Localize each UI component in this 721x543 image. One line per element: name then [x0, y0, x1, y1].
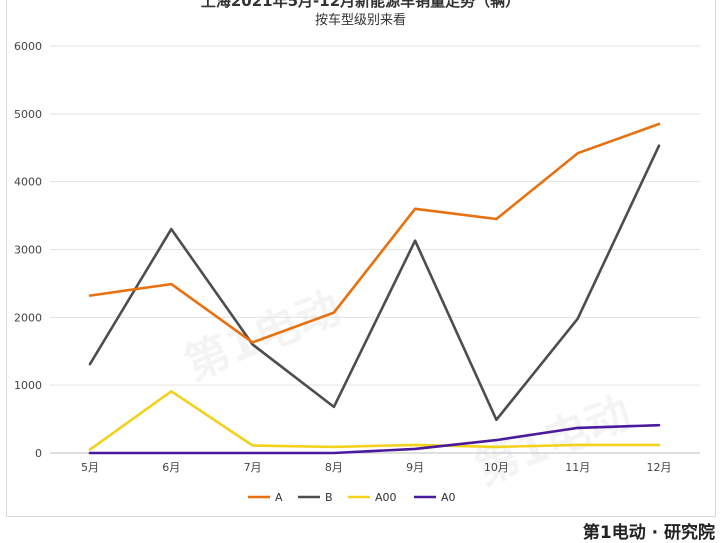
x-tick-label: 11月 [565, 461, 590, 474]
chart-subtitle: 按车型级别来看 [314, 13, 406, 28]
y-tick-label: 1000 [14, 379, 42, 392]
legend-label-a00: A00 [375, 491, 397, 504]
y-tick-label: 4000 [14, 176, 42, 189]
legend-label-a0: A0 [441, 491, 456, 504]
x-tick-label: 8月 [325, 461, 343, 474]
series-line-b [88, 144, 661, 422]
legend-label-a: A [275, 491, 283, 504]
x-tick-label: 12月 [647, 461, 672, 474]
legend-label-b: B [325, 491, 333, 504]
y-tick-label: 6000 [14, 40, 42, 53]
y-tick-label: 2000 [14, 311, 42, 324]
footer-brand: 第1电动 · 研究院 [582, 523, 715, 543]
x-tick-label: 7月 [244, 461, 262, 474]
y-tick-label: 0 [35, 447, 42, 460]
series-line-a [88, 122, 661, 344]
x-tick-label: 6月 [162, 461, 180, 474]
chart-frame [6, 0, 716, 517]
y-tick-label: 5000 [14, 108, 42, 121]
chart-title: 上海2021年5月-12月新能源车销量走势（辆） [200, 0, 521, 10]
series-line-a00 [88, 389, 661, 451]
series-line-a0 [88, 423, 661, 455]
y-tick-label: 3000 [14, 244, 42, 257]
x-tick-label: 9月 [406, 461, 424, 474]
x-tick-label: 10月 [484, 461, 509, 474]
x-tick-label: 5月 [81, 461, 99, 474]
